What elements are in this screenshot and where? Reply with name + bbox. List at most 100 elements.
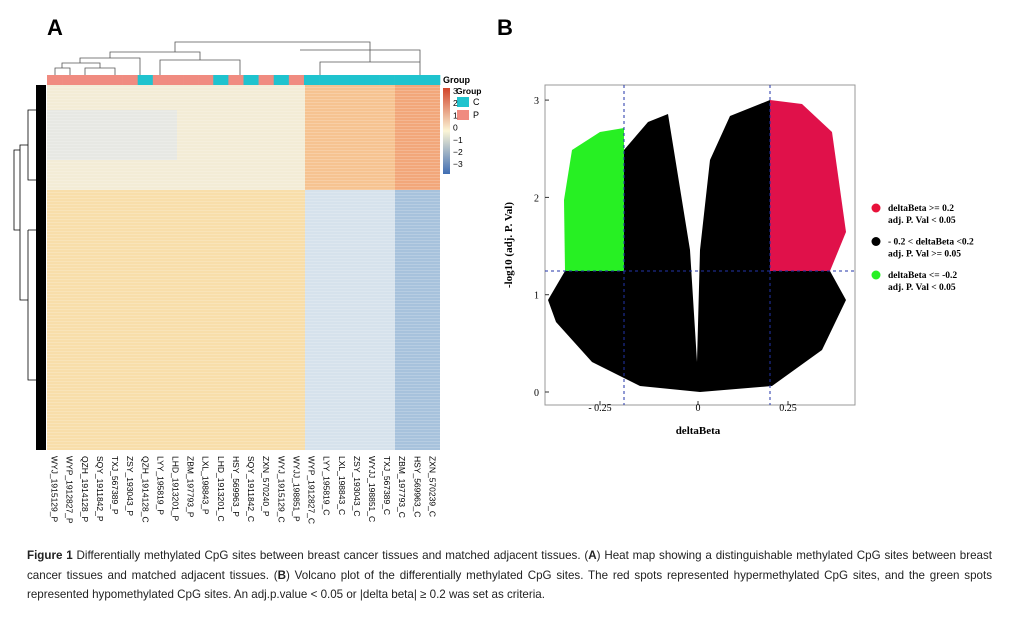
column-label: LXL_198843_C <box>337 456 347 515</box>
column-label: SQY_1911842_C <box>246 456 256 522</box>
column-label: SQY_1911842_P <box>95 456 105 522</box>
caption-text: ) Heat map showing a distinguishable met… <box>27 549 992 582</box>
hypomethylated-points <box>564 128 624 271</box>
column-label: WYP_1912827_C <box>307 456 317 524</box>
y-tick-label: 1 <box>534 291 539 302</box>
legend-dot <box>871 237 881 246</box>
column-label: LHD_1913201_P <box>170 456 180 522</box>
group-annotation <box>122 75 138 85</box>
group-annotation <box>394 75 411 85</box>
group-annotation <box>288 75 305 85</box>
group-annotation <box>349 75 365 85</box>
column-label: LHD_1913201_C <box>216 456 226 522</box>
group-annotation <box>183 75 199 85</box>
column-label: QZH_1914128_P <box>80 456 90 522</box>
column-label: ZBM_197793_P <box>186 456 196 518</box>
legend-text: deltaBeta <= -0.2 <box>888 271 957 281</box>
group-annotation <box>62 75 78 85</box>
caption-text: Differentially methylated CpG sites betw… <box>72 549 589 562</box>
column-label: ZBM_197793_C <box>397 456 407 518</box>
scale-label: −3 <box>453 159 463 169</box>
group-annotation <box>409 75 426 85</box>
y-tick-label: 2 <box>534 193 539 204</box>
scale-label: −2 <box>453 147 463 157</box>
legend-text: adj. P. Val >= 0.05 <box>888 250 961 260</box>
legend-label: C <box>473 97 480 107</box>
column-label: WYJ_1915129_C <box>276 456 286 523</box>
column-label: ZSY_193043_C <box>352 456 362 517</box>
group-annotation <box>273 75 290 85</box>
scale-label: 2 <box>453 98 458 108</box>
annotation-title: Group <box>443 75 470 85</box>
column-label: HSY_569963_C <box>412 456 422 517</box>
column-label: WYJJ_198851_P <box>291 456 301 522</box>
column-label: WYJ_1915129_P <box>50 456 60 522</box>
caption: Figure 1 Differentially methylated CpG s… <box>27 546 992 605</box>
heatmap <box>47 85 440 450</box>
legend-text: deltaBeta >= 0.2 <box>888 204 954 214</box>
group-annotation <box>92 75 108 85</box>
group-annotation <box>47 75 63 85</box>
figure: A B Group Group WYJ_1915129_P WYP_1912827… <box>13 15 974 524</box>
caption-text: B <box>277 568 286 582</box>
column-label: ZSY_193043_P <box>125 456 135 516</box>
group-annotation <box>152 75 169 85</box>
panel-label: A <box>47 15 63 40</box>
scale-label: 3 <box>453 86 458 96</box>
scale-label: 0 <box>453 123 458 133</box>
column-label: WYJJ_198851_C <box>367 456 377 522</box>
scale-label: −1 <box>453 135 463 145</box>
x-tick-label: 0.25 <box>779 403 797 414</box>
volcano-axes: - 0.25 0 0.25 0 1 2 3 deltaBeta >= 0.2 adj. P. V… <box>534 96 974 414</box>
x-axis-label: deltaBeta <box>676 425 721 437</box>
column-label: TXJ_567389_C <box>382 456 392 515</box>
caption-text: Figure 1 <box>27 549 73 562</box>
caption-text: ) Volcano plot of the differentially met… <box>27 568 992 602</box>
column-label: QZH_1914128_C <box>140 456 150 523</box>
group-annotation <box>167 75 184 85</box>
group-annotation <box>243 75 259 85</box>
column-label: LYY_195819_P <box>155 456 165 515</box>
group-annotation <box>198 75 214 85</box>
group-annotation <box>334 75 350 85</box>
y-axis-label: -log10 (adj. P. Val) <box>503 202 515 288</box>
nonsignificant-points <box>548 100 846 392</box>
group-annotation <box>107 75 123 85</box>
y-tick-label: 0 <box>534 388 539 399</box>
group-annotation <box>319 75 335 85</box>
group-annotation <box>303 75 320 85</box>
legend-label: P <box>473 110 479 120</box>
column-label: HSY_569963_P <box>231 456 241 517</box>
legend-title: Group <box>456 86 482 96</box>
panel-label: B <box>497 15 513 40</box>
group-annotation <box>364 75 380 85</box>
x-tick-label: 0 <box>696 403 701 414</box>
plot-frame <box>544 84 856 406</box>
legend-swatch <box>457 97 469 107</box>
hypermethylated-points <box>770 100 846 271</box>
legend-text: adj. P. Val < 0.05 <box>888 216 956 226</box>
column-label: TXJ_567389_P <box>110 456 120 515</box>
column-label: LYY_195819_C <box>322 456 332 515</box>
x-tick-label: - 0.25 <box>588 403 611 414</box>
legend-text: adj. P. Val < 0.05 <box>888 283 956 293</box>
row-dendrogram <box>13 85 46 450</box>
legend-dot <box>871 203 881 213</box>
column-label: WYP_1912827_P <box>65 456 75 524</box>
group-annotation <box>424 75 441 85</box>
group-annotation <box>379 75 395 85</box>
heatmap-texture <box>47 85 440 450</box>
group-annotation <box>77 75 93 85</box>
scale-label: 1 <box>453 110 458 120</box>
column-label: ZXN_570239_C <box>427 456 437 517</box>
y-tick-label: 3 <box>534 96 539 107</box>
group-annotation <box>258 75 275 85</box>
heatmap-annotations: WYJ_1915129_P WYP_1912827_P QZH_1914128_P S… <box>47 75 480 524</box>
legend-text: - 0.2 < deltaBeta <0.2 <box>888 238 974 248</box>
legend-swatch <box>457 110 469 120</box>
column-label: LXL_198843_P <box>201 456 211 515</box>
group-annotation <box>213 75 229 85</box>
column-label: ZXN_570240_P <box>261 456 271 517</box>
column-dendrogram <box>54 41 421 75</box>
